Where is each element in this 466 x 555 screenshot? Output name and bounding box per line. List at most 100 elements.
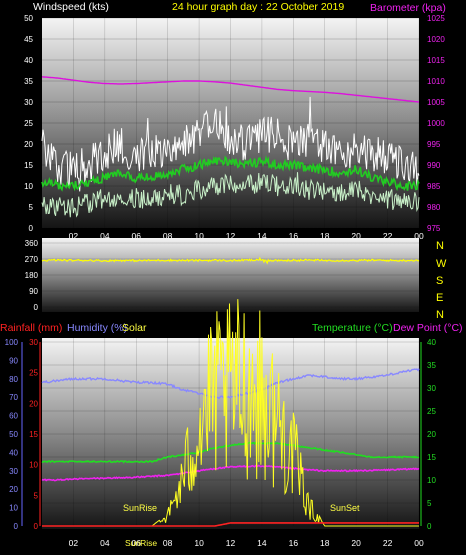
wind-tick-label: 15 bbox=[24, 161, 33, 170]
top-time-tick: 12 bbox=[226, 231, 236, 241]
top-time-tick: 14 bbox=[257, 231, 267, 241]
rainfall-axis-ticks: 0 5 10 15 20 25 30 bbox=[29, 338, 41, 531]
windspeed-label: Windspeed (kts) bbox=[33, 1, 109, 13]
barometer-tick-label: 980 bbox=[427, 203, 441, 212]
rainfall-tick-label: 25 bbox=[29, 369, 38, 378]
compass-e: E bbox=[436, 292, 443, 304]
barometer-tick-label: 990 bbox=[427, 161, 441, 170]
temperature-axis-ticks: 0 5 10 15 20 25 30 35 40 bbox=[420, 338, 436, 531]
barometer-tick-label: 975 bbox=[427, 224, 441, 233]
sunset-label: SunSet bbox=[330, 503, 360, 513]
humidity-tick-label: 70 bbox=[9, 393, 18, 402]
bottom-time-tick: 22 bbox=[383, 538, 393, 548]
bottom-time-tick: 00 bbox=[414, 538, 424, 548]
bottom-time-tick: 14 bbox=[257, 538, 267, 548]
temperature-tick-label: 5 bbox=[427, 499, 432, 508]
direction-line bbox=[41, 256, 420, 265]
compass-n-bottom: N bbox=[436, 309, 444, 321]
rainfall-tick-label: 20 bbox=[29, 399, 38, 408]
bottom-series bbox=[41, 299, 420, 527]
barometer-tick-label: 985 bbox=[427, 182, 441, 191]
top-plot-background bbox=[42, 18, 419, 228]
direction-tick-label: 270 bbox=[25, 255, 39, 264]
top-time-tick: 02 bbox=[69, 231, 79, 241]
top-time-axis: 02 04 06 08 10 12 14 16 18 20 22 00 bbox=[69, 231, 424, 241]
top-time-tick: 22 bbox=[383, 231, 393, 241]
direction-plot-background bbox=[42, 238, 419, 312]
bottom-time-tick: 02 bbox=[69, 538, 79, 548]
rainfall-tick-label: 0 bbox=[34, 522, 39, 531]
compass-s: S bbox=[436, 275, 443, 287]
bottom-time-tick: 08 bbox=[163, 538, 173, 548]
bottom-time-axis: 02 04 06 08 10 12 14 16 18 20 22 00 bbox=[69, 538, 424, 548]
barometer-tick-label: 1010 bbox=[427, 77, 445, 86]
barometer-tick-label: 1000 bbox=[427, 119, 445, 128]
humidity-tick-label: 50 bbox=[9, 430, 18, 439]
humidity-axis-ticks: 0 10 20 30 40 50 60 70 80 90 100 bbox=[5, 338, 23, 531]
wind-tick-label: 20 bbox=[24, 140, 33, 149]
top-series bbox=[41, 76, 420, 218]
temperature-tick-label: 40 bbox=[427, 338, 436, 347]
wind-tick-label: 5 bbox=[29, 203, 34, 212]
temperature-line bbox=[41, 441, 420, 464]
direction-tick-label: 180 bbox=[25, 271, 39, 280]
compass-w: W bbox=[436, 258, 447, 270]
humidity-tick-label: 10 bbox=[9, 504, 18, 513]
temperature-tick-label: 15 bbox=[427, 453, 436, 462]
bottom-time-tick: 04 bbox=[100, 538, 110, 548]
wind-axis-ticks: 0 5 10 15 20 25 30 35 40 45 50 bbox=[24, 14, 33, 233]
rainfall-tick-label: 30 bbox=[29, 338, 38, 347]
top-time-tick: 16 bbox=[289, 231, 299, 241]
bottom-time-tick: 20 bbox=[351, 538, 361, 548]
direction-grid bbox=[42, 242, 419, 308]
wind-tick-label: 0 bbox=[29, 224, 34, 233]
windspeed-max-line bbox=[41, 96, 420, 192]
rainfall-tick-label: 15 bbox=[29, 430, 38, 439]
bottom-time-tick: 06 bbox=[132, 538, 142, 548]
humidity-tick-label: 0 bbox=[14, 522, 19, 531]
direction-tick-label: 0 bbox=[34, 303, 39, 312]
temperature-tick-label: 35 bbox=[427, 361, 436, 370]
barometer-label: Barometer (kpa) bbox=[370, 2, 446, 14]
windspeed-low-line bbox=[41, 172, 420, 218]
wind-tick-label: 50 bbox=[24, 14, 33, 23]
barometer-tick-label: 1005 bbox=[427, 98, 445, 107]
bottom-time-tick: 16 bbox=[289, 538, 299, 548]
rainfall-tick-label: 10 bbox=[29, 461, 38, 470]
top-time-tick: 06 bbox=[132, 231, 142, 241]
rainfall-line bbox=[42, 522, 419, 527]
humidity-tick-label: 100 bbox=[5, 338, 19, 347]
barometer-tick-label: 1025 bbox=[427, 14, 445, 23]
rainfall-tick-label: 5 bbox=[34, 491, 39, 500]
wind-tick-label: 10 bbox=[24, 182, 33, 191]
dewpoint-line bbox=[41, 464, 420, 482]
barometer-axis-ticks: 975 980 985 990 995 1000 1005 1010 1015 1020 1025 bbox=[427, 14, 445, 233]
compass-n-top: N bbox=[436, 240, 444, 252]
solar-label: Solar bbox=[122, 322, 147, 334]
top-time-tick: 18 bbox=[320, 231, 330, 241]
wind-tick-label: 45 bbox=[24, 35, 33, 44]
top-time-tick: 04 bbox=[100, 231, 110, 241]
temperature-tick-label: 20 bbox=[427, 430, 436, 439]
wind-tick-label: 30 bbox=[24, 98, 33, 107]
top-time-tick: 10 bbox=[194, 231, 204, 241]
temperature-tick-label: 30 bbox=[427, 384, 436, 393]
bottom-time-tick: 18 bbox=[320, 538, 330, 548]
sunrise-label: SunRise bbox=[123, 503, 157, 513]
top-time-tick: 00 bbox=[414, 231, 424, 241]
temperature-label: Temperature (°C) bbox=[312, 322, 393, 334]
bottom-time-tick: 12 bbox=[226, 538, 236, 548]
humidity-tick-label: 60 bbox=[9, 412, 18, 421]
dewpoint-label: Dew Point (°C) bbox=[393, 322, 463, 334]
windspeed-avg-line bbox=[41, 155, 420, 192]
barometer-tick-label: 1020 bbox=[427, 35, 445, 44]
humidity-tick-label: 30 bbox=[9, 467, 18, 476]
direction-axis-ticks: 0 90 180 270 360 bbox=[25, 239, 39, 312]
barometer-line bbox=[41, 76, 420, 103]
top-time-tick: 08 bbox=[163, 231, 173, 241]
direction-tick-label: 90 bbox=[29, 287, 38, 296]
humidity-tick-label: 40 bbox=[9, 448, 18, 457]
temperature-tick-label: 25 bbox=[427, 407, 436, 416]
sunrise-axis-label: SunRise bbox=[125, 538, 157, 548]
